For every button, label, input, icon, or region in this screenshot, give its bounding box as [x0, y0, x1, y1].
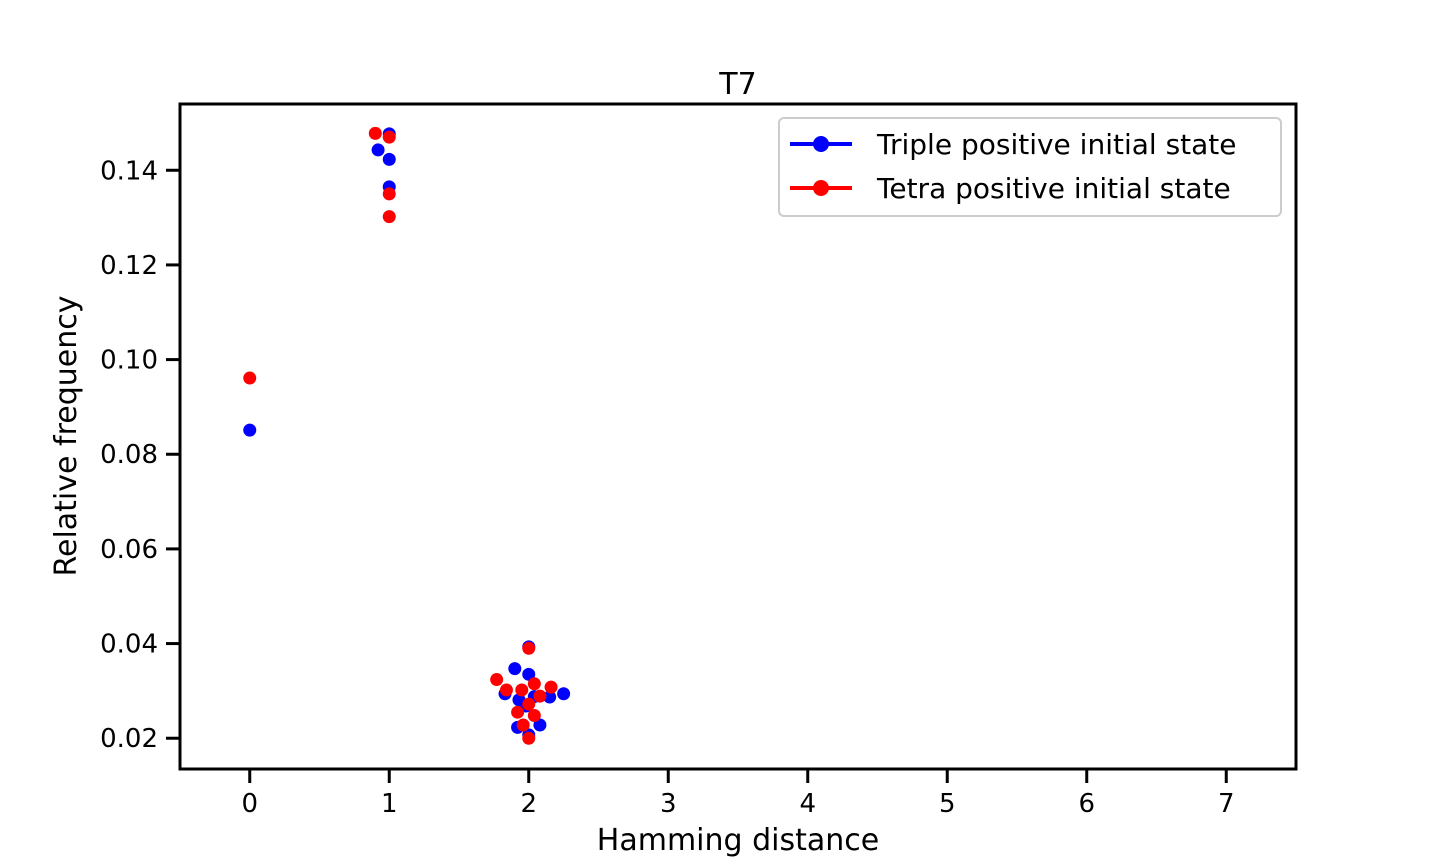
legend-label: Triple positive initial state	[876, 128, 1237, 161]
plot-area	[178, 102, 1298, 771]
data-point	[511, 705, 525, 719]
data-point	[544, 680, 558, 694]
data-point	[533, 689, 547, 703]
data-point	[522, 641, 536, 655]
data-point	[243, 423, 257, 437]
data-point	[533, 718, 547, 732]
legend-box	[778, 117, 1282, 217]
data-point	[499, 683, 513, 697]
y-tick-label: 0.12	[100, 251, 158, 281]
x-tick-label: 5	[939, 789, 956, 819]
data-point	[527, 709, 541, 723]
x-tick-label: 4	[799, 789, 816, 819]
data-point	[371, 143, 385, 157]
y-tick-label: 0.10	[100, 346, 158, 376]
y-tick-label: 0.14	[100, 156, 158, 186]
x-tick-label: 1	[381, 789, 398, 819]
data-point	[515, 683, 529, 697]
y-tick-label: 0.02	[100, 724, 158, 754]
data-point	[508, 662, 522, 676]
data-point	[527, 677, 541, 691]
x-tick-label: 6	[1078, 789, 1095, 819]
legend: Triple positive initial state Tetra posit…	[778, 117, 1282, 217]
legend-marker	[813, 136, 829, 152]
data-point	[382, 130, 396, 144]
y-tick-label: 0.06	[100, 535, 158, 565]
data-point	[382, 187, 396, 201]
x-axis: 0 1 2 3 4 5 6 7	[241, 769, 1235, 819]
data-point	[522, 667, 536, 681]
data-point	[368, 126, 382, 140]
data-point	[522, 697, 536, 711]
x-tick-label: 2	[520, 789, 537, 819]
x-tick-label: 3	[660, 789, 677, 819]
data-point	[522, 731, 536, 745]
data-point	[490, 673, 504, 687]
x-tick-label: 0	[241, 789, 258, 819]
data-point	[382, 210, 396, 224]
legend-marker	[813, 180, 829, 196]
y-tick-label: 0.08	[100, 440, 158, 470]
data-point	[243, 371, 257, 385]
y-axis-label: Relative frequency	[49, 296, 84, 577]
data-point	[557, 687, 571, 701]
x-tick-label: 7	[1218, 789, 1235, 819]
legend-label: Tetra positive initial state	[876, 172, 1231, 205]
chart-title: T7	[718, 67, 756, 102]
data-point	[516, 718, 530, 732]
data-point	[543, 690, 557, 704]
y-axis: 0.02 0.04 0.06 0.08 0.10 0.12 0.14	[100, 156, 180, 754]
x-axis-label: Hamming distance	[597, 823, 879, 858]
data-point	[382, 152, 396, 166]
y-tick-label: 0.04	[100, 630, 158, 660]
data-points	[243, 126, 571, 745]
